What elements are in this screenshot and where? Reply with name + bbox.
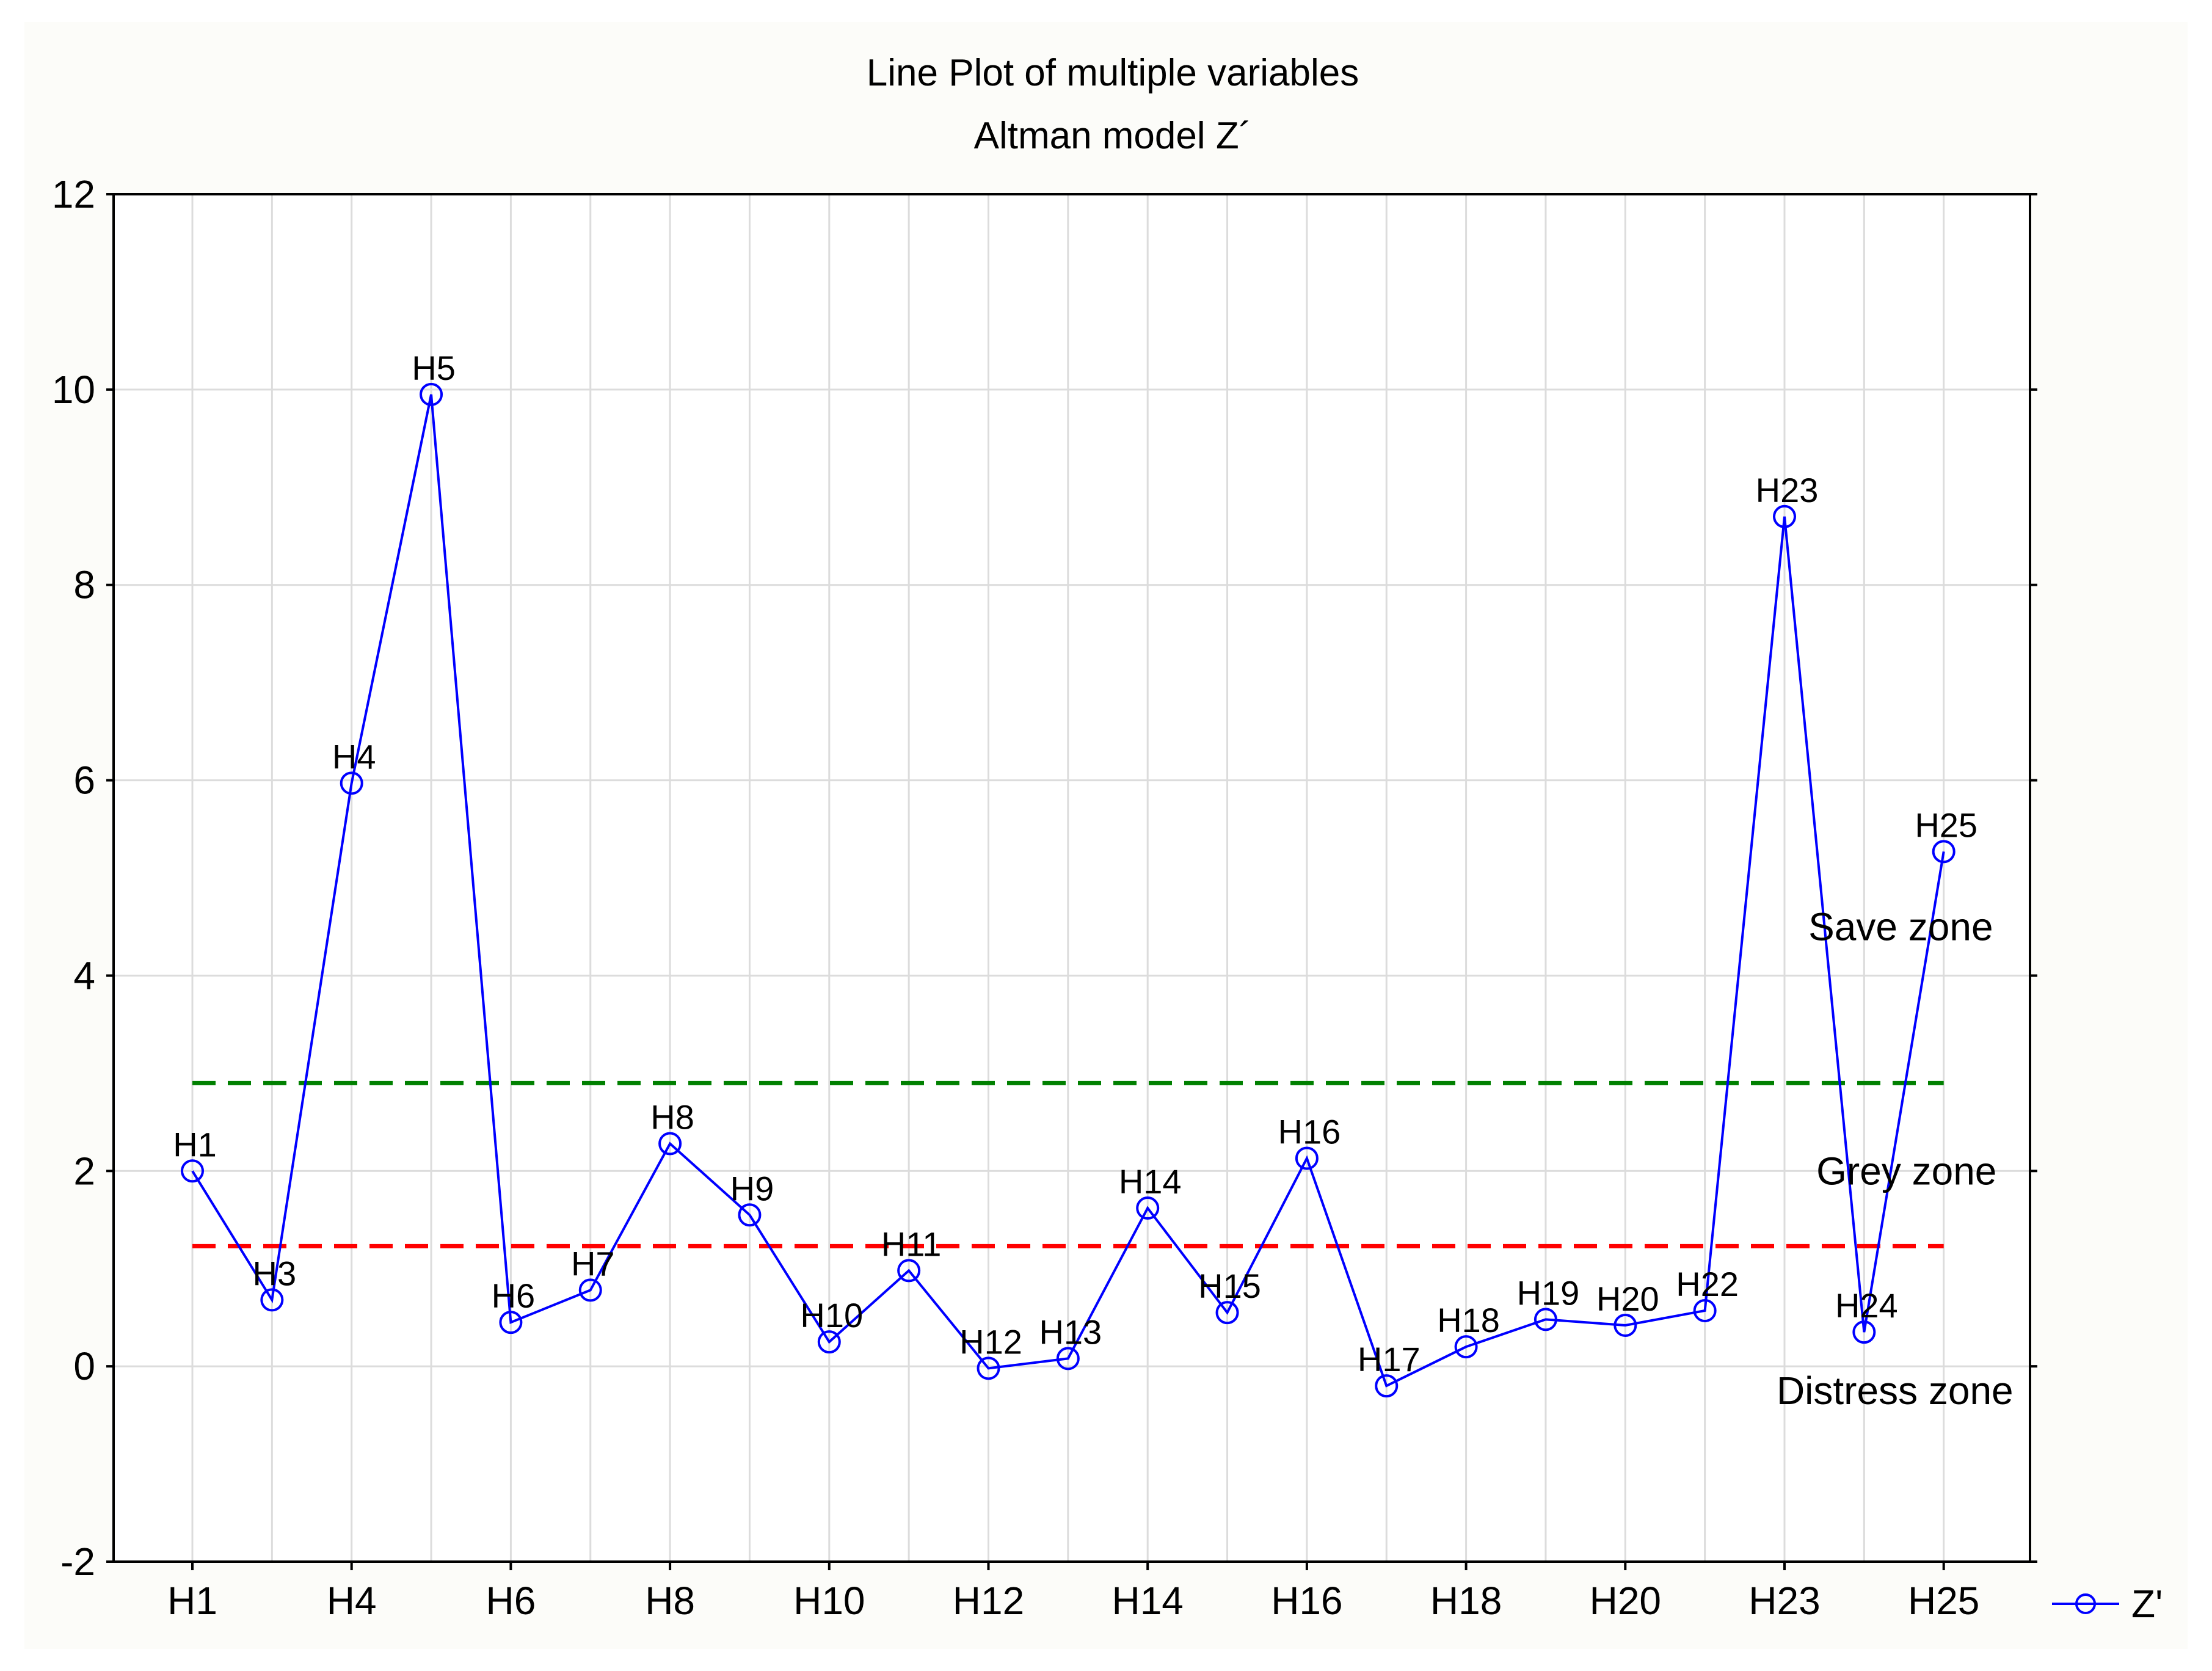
data-point	[1693, 1298, 1717, 1322]
data-point	[1454, 1335, 1478, 1359]
x-tick-label: H1	[167, 1579, 217, 1623]
y-tick-label: 6	[73, 759, 95, 803]
data-point	[420, 382, 443, 406]
data-point	[1932, 840, 1956, 864]
data-point	[1056, 1347, 1080, 1371]
data-point	[181, 1159, 204, 1183]
y-tick-label: 10	[52, 368, 95, 412]
x-tick-label: H18	[1430, 1579, 1502, 1623]
data-point	[578, 1278, 602, 1302]
data-point	[897, 1259, 921, 1283]
data-point-label: H10	[800, 1296, 863, 1334]
x-tick-label: H8	[645, 1579, 695, 1623]
data-point	[977, 1356, 1000, 1380]
zone-annotation: Grey zone	[1816, 1149, 1996, 1193]
x-tick-label: H25	[1908, 1579, 1979, 1623]
data-point-label: H19	[1517, 1273, 1580, 1312]
data-point	[738, 1203, 762, 1227]
data-point-label: H11	[881, 1225, 942, 1263]
x-tick-label: H6	[486, 1579, 536, 1623]
data-point-label: H16	[1278, 1112, 1341, 1151]
x-tick-label: H12	[953, 1579, 1024, 1623]
data-point	[1295, 1146, 1319, 1170]
x-tick-label: H4	[327, 1579, 377, 1623]
data-point	[1215, 1301, 1239, 1325]
y-tick-label: -2	[60, 1540, 95, 1584]
data-point	[658, 1132, 682, 1156]
data-point-label: H1	[173, 1125, 217, 1163]
data-point	[260, 1288, 284, 1312]
x-tick-label: H23	[1748, 1579, 1820, 1623]
y-tick-label: 8	[73, 563, 95, 607]
chart-title: Line Plot of multiple variables	[867, 52, 1359, 94]
x-tick-label: H16	[1271, 1579, 1342, 1623]
data-point-label: H6	[492, 1276, 536, 1315]
y-tick-label: 4	[73, 953, 95, 997]
zone-annotation: Save zone	[1808, 905, 1993, 948]
data-point-label: H13	[1039, 1312, 1102, 1351]
data-point-label: H18	[1437, 1301, 1500, 1339]
data-point-label: H14	[1119, 1162, 1182, 1201]
point-labels: H1 H3 H4 H5 H6 H7 H8 H9 H10 H11 H12 H13 H14 H15 H16 H17…	[173, 349, 1977, 1378]
data-point-label: H8	[650, 1098, 694, 1137]
data-point-label: H12	[959, 1322, 1022, 1361]
x-tick-label: H20	[1590, 1579, 1661, 1623]
x-gridlines	[191, 194, 1945, 1562]
data-point-label: H17	[1358, 1340, 1421, 1378]
data-point	[340, 771, 363, 795]
data-point	[817, 1330, 841, 1354]
data-point	[1136, 1196, 1160, 1220]
data-point-label: H9	[730, 1169, 774, 1207]
zone-annotation: Distress zone	[1777, 1369, 2014, 1413]
y-tick-label: 12	[52, 172, 95, 216]
data-point	[1533, 1308, 1557, 1331]
x-tick-label: H10	[793, 1579, 865, 1623]
data-point-label: H15	[1198, 1267, 1261, 1305]
legend-label: Z'	[2131, 1582, 2163, 1626]
legend: Z'	[2052, 1582, 2163, 1626]
data-point	[499, 1311, 523, 1334]
legend-marker	[2075, 1593, 2096, 1614]
data-point-label: H23	[1756, 471, 1819, 509]
series-line	[191, 394, 1945, 1388]
x-tick-label: H14	[1111, 1579, 1183, 1623]
data-point	[1773, 504, 1796, 528]
y-axis: -2 0 2 4 6 8 10 12	[52, 172, 2037, 1584]
data-point-label: H5	[412, 349, 456, 387]
y-tick-label: 0	[73, 1344, 95, 1388]
data-point-label: H7	[571, 1244, 615, 1283]
series-group	[181, 382, 1956, 1398]
reference-lines	[192, 1080, 1944, 1248]
x-axis: H1 H4 H6 H8 H10 H12 H14 H16 H18 H20 H23 H25	[167, 1562, 1979, 1623]
data-point-label: H22	[1676, 1265, 1739, 1303]
data-point	[1614, 1313, 1637, 1337]
plot-frame	[112, 193, 2031, 1563]
data-point-label: H25	[1915, 806, 1977, 844]
chart-subtitle: Altman model Z´	[974, 115, 1252, 157]
data-point	[1375, 1374, 1399, 1398]
data-point-label: H20	[1596, 1280, 1659, 1318]
zone-labels: Save zone Grey zone Distress zone	[1777, 905, 2014, 1413]
plot-area	[114, 194, 2030, 1562]
data-point-label: H24	[1835, 1286, 1898, 1325]
y-gridlines	[114, 388, 2030, 1367]
data-point	[1852, 1320, 1876, 1344]
data-point-label: H4	[332, 737, 376, 776]
data-point-label: H3	[253, 1254, 297, 1292]
y-tick-label: 2	[73, 1149, 95, 1193]
